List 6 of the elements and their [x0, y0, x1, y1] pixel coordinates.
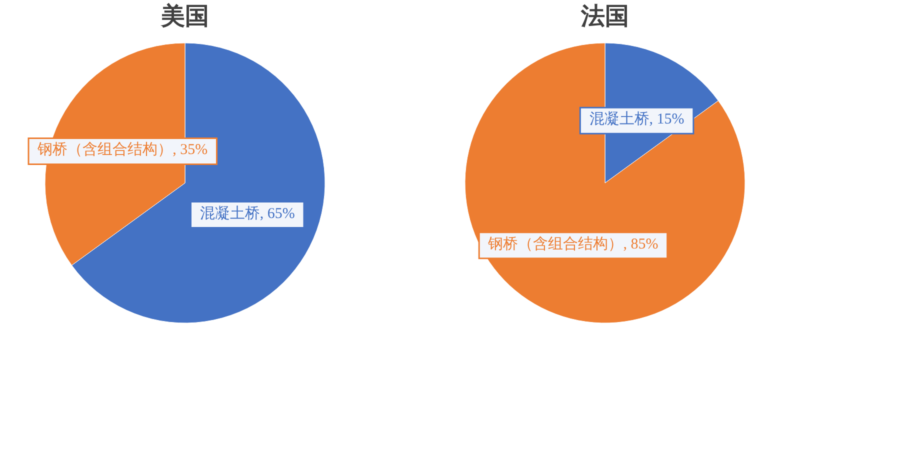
slice-label: 钢桥（含组合结构）, 85%: [487, 235, 658, 252]
chart-title: 法国: [580, 3, 629, 30]
slice-label: 钢桥（含组合结构）, 35%: [36, 141, 208, 158]
chart-title: 美国: [160, 2, 209, 30]
slice-label: 混凝土桥, 15%: [589, 110, 684, 128]
slice-label: 混凝土桥, 65%: [200, 204, 295, 222]
